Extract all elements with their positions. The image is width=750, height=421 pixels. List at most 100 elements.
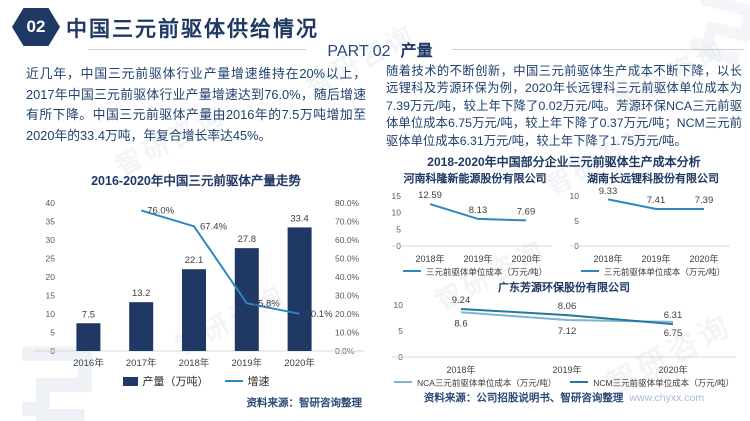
svg-text:20.1%: 20.1% — [306, 309, 333, 320]
svg-text:30: 30 — [46, 235, 56, 245]
svg-text:7.39: 7.39 — [695, 195, 714, 206]
legend-label: 产量（万吨） — [142, 375, 209, 388]
svg-text:60.0%: 60.0% — [335, 235, 360, 245]
website-text: www.chyxx.com — [629, 392, 705, 405]
svg-text:6.31: 6.31 — [664, 310, 683, 321]
svg-text:13.2: 13.2 — [132, 288, 151, 299]
part-number: PART 02 — [327, 43, 391, 60]
page-title: 中国三元前驱体供给情况 — [66, 18, 319, 41]
hunan-chart-title: 湖南长远锂科股份有限公司 — [587, 173, 719, 186]
svg-text:22.1: 22.1 — [185, 255, 204, 266]
left-source-note: 资料来源：智研咨询整理 — [246, 396, 363, 409]
svg-text:5: 5 — [50, 327, 55, 337]
svg-text:10: 10 — [394, 300, 404, 310]
svg-text:7.5: 7.5 — [82, 309, 95, 320]
svg-text:2019年: 2019年 — [231, 357, 262, 369]
svg-text:15: 15 — [392, 191, 402, 201]
henan-chart-block: 河南科隆新能源股份有限公司 0 5 10 15 2018年 2019年 2020年 12.59… — [386, 172, 564, 278]
svg-text:2018年: 2018年 — [415, 253, 444, 264]
svg-text:2018年: 2018年 — [446, 364, 475, 375]
right-source-note: 资料来源：公司招股说明书、智研咨询整理 www.chyxx.com — [386, 390, 742, 405]
svg-text:2019年: 2019年 — [552, 364, 581, 375]
svg-text:8.13: 8.13 — [469, 205, 488, 216]
svg-text:76.0%: 76.0% — [147, 205, 174, 216]
svg-text:2016年: 2016年 — [73, 357, 104, 369]
legend-item: 三元前驱体单位成本（万元/吨） — [580, 266, 726, 278]
svg-text:2018年: 2018年 — [593, 253, 622, 264]
svg-text:10: 10 — [392, 208, 402, 218]
legend-label: 三元前驱体单位成本（万元/吨） — [603, 267, 726, 278]
source-text: 资料来源：公司招股说明书、智研咨询整理 — [423, 392, 624, 405]
svg-text:67.4%: 67.4% — [200, 221, 227, 232]
line-legend-swatch — [580, 270, 599, 273]
ncm-legend-swatch — [570, 381, 589, 384]
nca-legend-swatch — [393, 381, 412, 384]
svg-text:2019年: 2019年 — [641, 253, 670, 264]
svg-text:7.69: 7.69 — [517, 207, 536, 218]
svg-text:30.0%: 30.0% — [335, 290, 360, 300]
svg-text:40.0%: 40.0% — [335, 272, 360, 282]
svg-text:2019年: 2019年 — [463, 253, 492, 264]
legend-item-ncm: NCM三元前驱体单位成本（万元/吨） — [570, 377, 734, 389]
section-number-badge: 02 — [12, 8, 60, 46]
header-divider-right — [452, 49, 744, 50]
line-legend-swatch — [402, 270, 421, 273]
header-divider-left — [88, 49, 306, 50]
legend-label: 三元前驱体单位成本（万元/吨） — [425, 267, 548, 278]
bar-legend-swatch — [122, 376, 138, 386]
part-topic: 产量 — [400, 43, 433, 60]
henan-chart-legend: 三元前驱体单位成本（万元/吨） — [386, 266, 564, 278]
guangdong-chart-legend: NCA三元前驱体单位成本（万元/吨） NCM三元前驱体单位成本（万元/吨） — [386, 377, 742, 389]
svg-text:27.8: 27.8 — [238, 234, 256, 245]
legend-item-growth: 增速 — [224, 373, 270, 389]
svg-text:15: 15 — [46, 290, 56, 300]
svg-text:20.0%: 20.0% — [335, 309, 360, 319]
svg-text:9.24: 9.24 — [452, 295, 471, 306]
svg-text:5: 5 — [396, 225, 401, 235]
hunan-chart-legend: 三元前驱体单位成本（万元/吨） — [564, 266, 742, 278]
production-chart-title: 2016-2020年中国三元前驱体产量走势 — [91, 173, 301, 188]
svg-text:33.4: 33.4 — [290, 213, 309, 224]
legend-label: NCM三元前驱体单位成本（万元/吨） — [593, 378, 735, 389]
svg-text:80.0%: 80.0% — [335, 198, 360, 208]
legend-item-nca: NCA三元前驱体单位成本（万元/吨） — [393, 377, 557, 389]
svg-text:2017年: 2017年 — [126, 357, 157, 369]
svg-text:10.0%: 10.0% — [335, 327, 360, 337]
svg-text:40: 40 — [46, 198, 56, 208]
legend-label: NCA三元前驱体单位成本（万元/吨） — [416, 378, 557, 389]
production-chart-legend: 产量（万吨） 增速 — [26, 373, 366, 389]
svg-text:2020年: 2020年 — [689, 253, 718, 264]
svg-text:10: 10 — [570, 191, 580, 201]
right-column: 随着技术的不断创新，中国三元前驱体生产成本不断下降，以长远锂科及芳源环保为例，2… — [372, 60, 750, 421]
svg-text:25: 25 — [46, 253, 56, 263]
svg-text:70.0%: 70.0% — [335, 216, 360, 226]
svg-text:8.6: 8.6 — [454, 319, 467, 330]
svg-text:2020年: 2020年 — [511, 253, 540, 264]
part-label: PART 02 产量 — [300, 37, 460, 61]
svg-text:35: 35 — [46, 216, 56, 226]
cost-analysis-title: 2018-2020年中国部分企业三元前驱体生产成本分析 — [427, 155, 701, 170]
guangdong-chart-title: 广东芳源环保股份有限公司 — [498, 282, 630, 295]
svg-text:5: 5 — [574, 216, 579, 226]
legend-item: 三元前驱体单位成本（万元/吨） — [402, 266, 548, 278]
svg-text:2018年: 2018年 — [179, 357, 210, 369]
svg-text:7.41: 7.41 — [647, 195, 666, 206]
left-paragraph: 近几年，中国三元前驱体行业产量增速维持在20%以上，2017年中国三元前驱体行业… — [26, 66, 366, 144]
svg-text:20: 20 — [46, 272, 56, 282]
svg-text:9.33: 9.33 — [599, 186, 618, 197]
svg-text:2020年: 2020年 — [284, 357, 315, 369]
legend-item-production: 产量（万吨） — [122, 373, 209, 389]
right-paragraph: 随着技术的不断创新，中国三元前驱体生产成本不断下降，以长远锂科及芳源环保为例，2… — [386, 64, 742, 148]
left-column: 近几年，中国三元前驱体行业产量增速维持在20%以上，2017年中国三元前驱体行业… — [0, 60, 372, 421]
svg-text:8.06: 8.06 — [558, 301, 577, 312]
svg-text:25.8%: 25.8% — [253, 298, 280, 309]
svg-text:50.0%: 50.0% — [335, 253, 360, 263]
svg-text:5: 5 — [398, 326, 403, 336]
hunan-chart-block: 湖南长远锂科股份有限公司 0 5 10 2018年 2019年 2020年 9.33 7.41… — [564, 172, 742, 278]
svg-text:6.75: 6.75 — [664, 328, 683, 339]
svg-text:10: 10 — [46, 309, 56, 319]
